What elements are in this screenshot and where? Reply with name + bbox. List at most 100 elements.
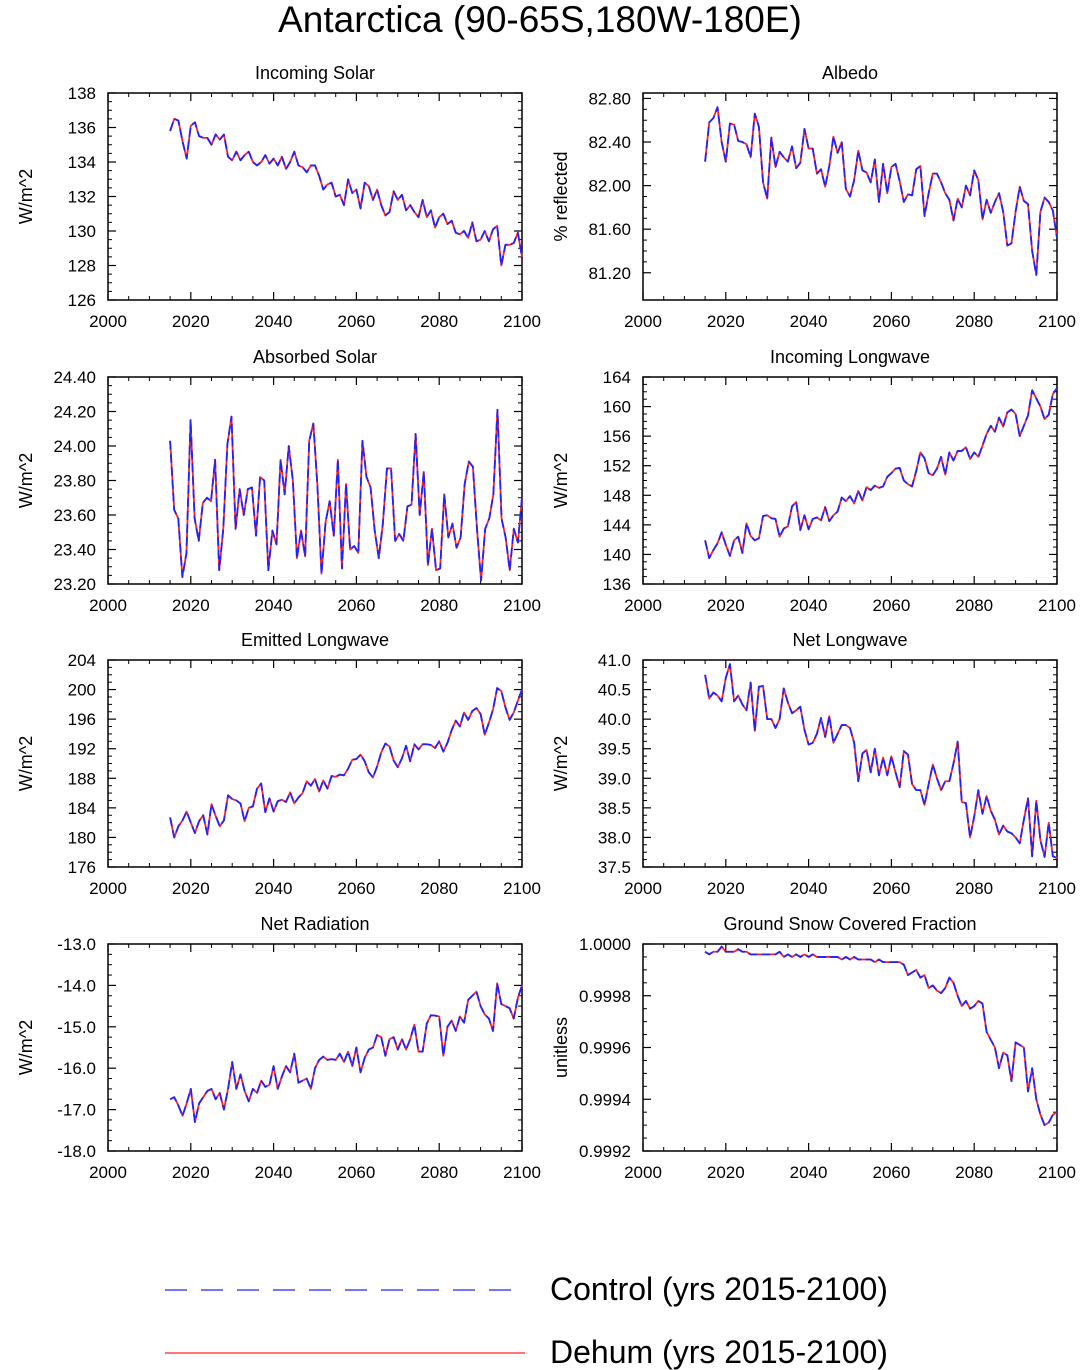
series-line-dehum [169, 687, 523, 839]
y-tick-label: 37.5 [598, 858, 631, 877]
x-tick-label: 2080 [955, 1163, 993, 1182]
panel-emitted-longwave: Emitted Longwave 2000 2020 2040 2060 2080 2100… [16, 630, 541, 898]
series-line-control [704, 387, 1058, 560]
x-tick-label: 2100 [1038, 1163, 1076, 1182]
x-tick-label: 2040 [255, 596, 293, 615]
series-line-control [169, 408, 523, 582]
x-tick-label: 2040 [790, 879, 828, 898]
y-tick-label: 192 [68, 740, 96, 759]
y-tick-label: -15.0 [57, 1018, 96, 1037]
y-axis-label: W/m^2 [551, 453, 571, 508]
x-tick-label: 2020 [172, 1163, 210, 1182]
panel-albedo: Albedo 2000 2020 2040 2060 2080 2100 81.20 81.60… [551, 63, 1076, 331]
y-tick-label: 152 [603, 457, 631, 476]
series-line-control [704, 945, 1058, 1127]
y-tick-label: 24.20 [53, 403, 96, 422]
y-tick-label: 0.9996 [579, 1039, 631, 1058]
y-tick-label: 23.60 [53, 506, 96, 525]
y-tick-label: 136 [603, 575, 631, 594]
x-tick-label: 2060 [872, 1163, 910, 1182]
panel-title: Incoming Solar [255, 63, 375, 83]
y-tick-label: 39.5 [598, 740, 631, 759]
y-tick-label: 1.0000 [579, 935, 631, 954]
x-tick-label: 2000 [89, 879, 127, 898]
y-axis-label: W/m^2 [16, 736, 36, 791]
panel-title: Incoming Longwave [770, 347, 930, 367]
y-tick-label: 204 [68, 651, 96, 670]
y-tick-label: 128 [68, 257, 96, 276]
y-tick-label: 23.20 [53, 575, 96, 594]
series-line-control [169, 982, 523, 1123]
x-tick-label: 2080 [420, 312, 458, 331]
plot-frame [642, 376, 1058, 585]
x-tick-label: 2060 [337, 312, 375, 331]
x-tick-label: 2080 [955, 312, 993, 331]
x-tick-label: 2080 [420, 879, 458, 898]
y-tick-label: 136 [68, 119, 96, 138]
x-tick-label: 2000 [89, 1163, 127, 1182]
plot-frame [107, 92, 523, 301]
series-line-dehum [169, 982, 523, 1123]
x-tick-label: 2060 [872, 596, 910, 615]
x-tick-label: 2020 [172, 879, 210, 898]
x-tick-label: 2040 [790, 312, 828, 331]
x-tick-label: 2020 [172, 596, 210, 615]
x-tick-label: 2000 [89, 596, 127, 615]
y-tick-label: 134 [68, 153, 96, 172]
x-tick-label: 2040 [790, 596, 828, 615]
x-tick-label: 2100 [1038, 596, 1076, 615]
y-tick-label: 41.0 [598, 651, 631, 670]
y-tick-label: 130 [68, 222, 96, 241]
y-tick-label: 126 [68, 291, 96, 310]
x-tick-label: 2020 [707, 596, 745, 615]
y-tick-label: 0.9992 [579, 1142, 631, 1161]
y-tick-label: 82.40 [588, 133, 631, 152]
y-tick-label: 40.0 [598, 710, 631, 729]
y-tick-label: 138 [68, 84, 96, 103]
legend-control-label: Control (yrs 2015-2100) [550, 1271, 888, 1307]
y-tick-label: 164 [603, 368, 631, 387]
y-tick-label: 24.00 [53, 437, 96, 456]
y-tick-label: 38.0 [598, 828, 631, 847]
y-tick-label: 39.0 [598, 769, 631, 788]
y-tick-label: 24.40 [53, 368, 96, 387]
x-tick-label: 2060 [872, 879, 910, 898]
y-tick-label: 196 [68, 710, 96, 729]
y-tick-label: 40.5 [598, 681, 631, 700]
y-tick-label: 81.20 [588, 264, 631, 283]
y-tick-label: 160 [603, 398, 631, 417]
plot-frame [107, 943, 523, 1152]
panel-title: Net Longwave [792, 630, 907, 650]
y-tick-label: 156 [603, 427, 631, 446]
y-tick-label: 176 [68, 858, 96, 877]
x-tick-label: 2000 [624, 879, 662, 898]
y-tick-label: -17.0 [57, 1101, 96, 1120]
x-tick-label: 2100 [503, 1163, 541, 1182]
plot-frame [642, 659, 1058, 868]
panels: Incoming Solar 2000 2020 2040 2060 2080 2100 12… [16, 63, 1076, 1182]
x-tick-label: 2100 [503, 879, 541, 898]
panel-title: Ground Snow Covered Fraction [723, 914, 976, 934]
panel-incoming-longwave: Incoming Longwave 2000 2020 2040 2060 2080 210… [551, 347, 1076, 615]
series-line-dehum [169, 408, 523, 582]
x-tick-label: 2000 [89, 312, 127, 331]
panel-absorbed-solar: Absorbed Solar 2000 2020 2040 2060 2080 2100 23… [16, 347, 541, 615]
series-line-control [704, 663, 1058, 859]
x-tick-label: 2020 [707, 312, 745, 331]
y-tick-label: 144 [603, 516, 631, 535]
y-tick-label: -16.0 [57, 1059, 96, 1078]
y-tick-label: 188 [68, 769, 96, 788]
y-tick-label: 0.9994 [579, 1090, 631, 1109]
panel-title: Net Radiation [260, 914, 369, 934]
y-axis-label: W/m^2 [551, 736, 571, 791]
x-tick-label: 2040 [255, 1163, 293, 1182]
x-tick-label: 2100 [1038, 312, 1076, 331]
y-axis-label: unitless [551, 1017, 571, 1078]
x-tick-label: 2100 [503, 312, 541, 331]
x-tick-label: 2060 [872, 312, 910, 331]
x-tick-label: 2040 [790, 1163, 828, 1182]
y-tick-label: 82.80 [588, 89, 631, 108]
y-tick-label: 148 [603, 486, 631, 505]
series-line-control [169, 117, 523, 267]
